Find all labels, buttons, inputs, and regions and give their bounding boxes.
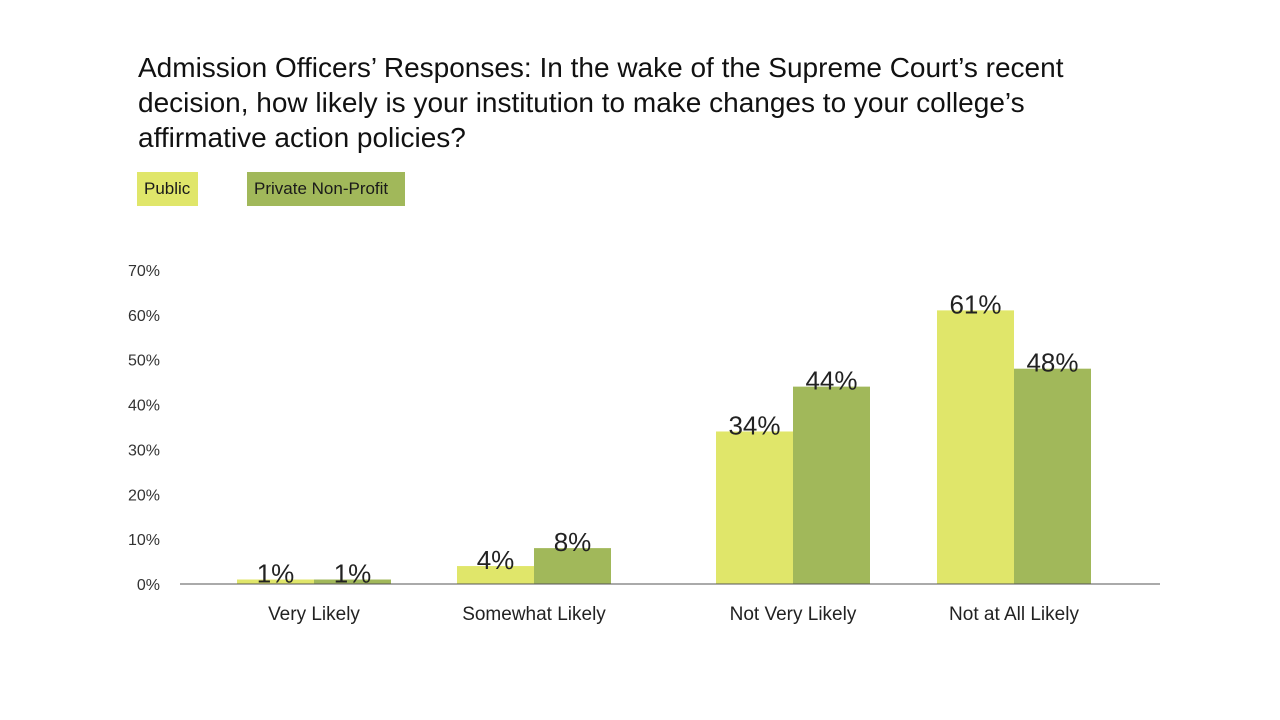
bar [237, 579, 314, 584]
data-label: 8% [554, 527, 592, 557]
data-label: 61% [949, 289, 1001, 319]
y-tick-label: 60% [128, 308, 160, 325]
x-category-label: Not at All Likely [949, 604, 1079, 625]
bar [457, 566, 534, 584]
legend-private-non-profit: Private Non-Profit [247, 172, 405, 206]
data-label: 48% [1026, 348, 1078, 378]
chart-title: Admission Officers’ Responses: In the wa… [138, 52, 1064, 153]
bar [793, 386, 870, 584]
bar [937, 310, 1014, 584]
legend-public: Public [137, 172, 198, 206]
data-label: 34% [728, 410, 780, 440]
y-tick-label: 40% [128, 398, 160, 415]
data-label: 4% [477, 545, 515, 575]
data-label: 44% [805, 366, 857, 396]
y-tick-label: 10% [128, 532, 160, 549]
y-tick-label: 20% [128, 487, 160, 504]
x-category-label: Very Likely [268, 604, 360, 625]
y-tick-label: 50% [128, 353, 160, 370]
x-category-label: Somewhat Likely [462, 604, 606, 625]
bar [534, 548, 611, 584]
y-tick-label: 30% [128, 442, 160, 459]
bar [314, 579, 391, 584]
bar [716, 431, 793, 584]
x-category-label: Not Very Likely [730, 604, 857, 625]
bar [1014, 368, 1091, 584]
y-tick-label: 70% [128, 263, 160, 280]
y-tick-label: 0% [137, 577, 160, 594]
